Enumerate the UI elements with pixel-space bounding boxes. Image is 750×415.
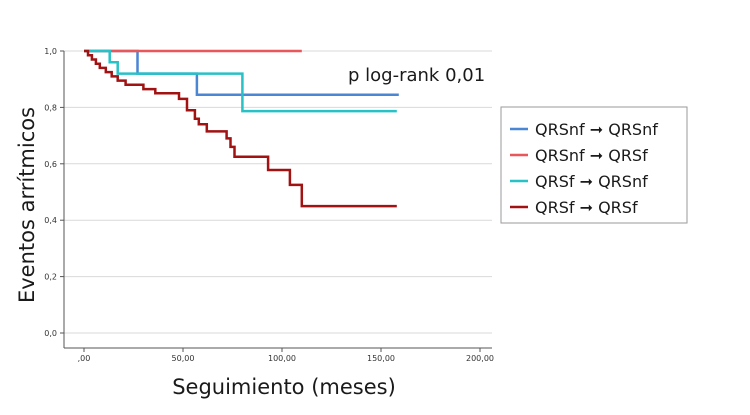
y-tick-label: 0,4	[44, 216, 57, 225]
legend-box	[500, 106, 688, 224]
grid	[64, 50, 492, 348]
series-line-4	[84, 49, 397, 208]
y-tick-label: 0,6	[44, 160, 57, 169]
x-axis-title: Seguimiento (meses)	[172, 375, 396, 399]
series-lines	[84, 49, 399, 208]
y-axis-title: Eventos arrítmicos	[15, 107, 39, 303]
x-tick-label: 200,00	[466, 354, 494, 363]
x-tick-label: 50,00	[172, 354, 195, 363]
legend-label-2: QRSnf ➞ QRSf	[535, 146, 648, 165]
x-tick-label: ,00	[78, 354, 91, 363]
legend-label-3: QRSf ➞ QRSnf	[535, 172, 648, 191]
x-tick-label: 100,00	[268, 354, 296, 363]
y-tick-label: 1,0	[44, 47, 57, 56]
y-tick-label: 0,8	[44, 103, 57, 112]
series-line-3	[84, 49, 397, 113]
axes: 0,0 0,2 0,4 0,6 0,8 1,0 ,00 50,00 100,00 150,00 20…	[44, 47, 494, 363]
x-tick-label: 150,00	[367, 354, 395, 363]
legend-label-4: QRSf ➞ QRSf	[535, 198, 638, 217]
p-value-annotation: p log-rank 0,01	[348, 65, 485, 86]
y-tick-label: 0,2	[44, 273, 57, 282]
y-tick-label: 0,0	[44, 329, 57, 338]
legend: QRSnf ➞ QRSnf QRSnf ➞ QRSf QRSf ➞ QRSnf QRS…	[500, 106, 688, 224]
plot-area	[64, 51, 492, 348]
legend-label-1: QRSnf ➞ QRSnf	[535, 120, 658, 139]
